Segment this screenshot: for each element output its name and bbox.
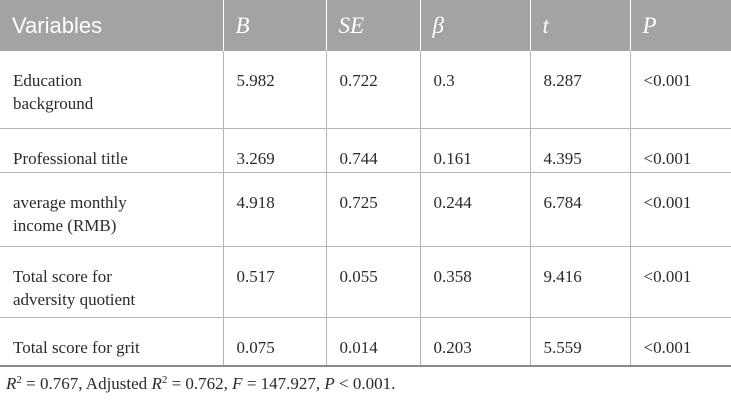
beta-cell: 0.161 bbox=[419, 128, 530, 173]
p-cell: <0.001 bbox=[629, 317, 731, 367]
beta-cell: 0.358 bbox=[419, 246, 530, 318]
p-cell: <0.001 bbox=[629, 128, 731, 173]
variable-line-1: average monthly bbox=[13, 192, 127, 212]
table-row: Total score for grit 0.075 0.014 0.203 5… bbox=[0, 317, 731, 367]
variable-line-1: Total score for bbox=[13, 266, 112, 286]
beta-cell: 0.244 bbox=[419, 172, 530, 247]
header-se: SE bbox=[325, 0, 420, 51]
beta-cell: 0.3 bbox=[419, 51, 530, 129]
p-symbol: P bbox=[324, 374, 335, 393]
header-row: Variables B SE β t P bbox=[0, 0, 731, 51]
t-cell: 6.784 bbox=[529, 172, 630, 247]
header-b: B bbox=[222, 0, 326, 51]
t-cell: 5.559 bbox=[529, 317, 630, 367]
t-cell: 4.395 bbox=[529, 128, 630, 173]
table-footnote: R2 = 0.767, Adjusted R2 = 0.762, F = 147… bbox=[6, 374, 395, 394]
regression-table: Variables B SE β t P Education backgroun… bbox=[0, 0, 731, 367]
variable-line-2: income (RMB) bbox=[13, 215, 117, 235]
t-cell: 9.416 bbox=[529, 246, 630, 318]
se-cell: 0.744 bbox=[325, 128, 420, 173]
r2-value: = 0.767, Adjusted bbox=[21, 374, 152, 393]
p-value: < 0.001. bbox=[334, 374, 396, 393]
variable-cell: Professional title bbox=[0, 128, 223, 173]
p-cell: <0.001 bbox=[629, 172, 731, 247]
regression-table-container: Variables B SE β t P Education backgroun… bbox=[0, 0, 731, 367]
b-cell: 0.075 bbox=[222, 317, 326, 367]
se-cell: 0.722 bbox=[325, 51, 420, 129]
se-cell: 0.014 bbox=[325, 317, 420, 367]
header-variables: Variables bbox=[0, 0, 223, 51]
variable-line-2: adversity quotient bbox=[13, 289, 136, 309]
variable-line-1: Professional title bbox=[13, 148, 128, 168]
header-t: t bbox=[529, 0, 630, 51]
header-beta: β bbox=[419, 0, 530, 51]
b-cell: 0.517 bbox=[222, 246, 326, 318]
table-row: Education background 5.982 0.722 0.3 8.2… bbox=[0, 51, 731, 129]
variable-line-2: background bbox=[13, 94, 94, 113]
variable-line-1: Education bbox=[13, 71, 82, 90]
f-symbol: F bbox=[232, 374, 243, 393]
se-cell: 0.055 bbox=[325, 246, 420, 318]
variable-cell: Total score for grit bbox=[0, 317, 223, 367]
t-cell: 8.287 bbox=[529, 51, 630, 129]
table-row: Total score for adversity quotient 0.517… bbox=[0, 246, 731, 318]
header-p: P bbox=[629, 0, 731, 51]
table-row: Professional title 3.269 0.744 0.161 4.3… bbox=[0, 128, 731, 173]
p-cell: <0.001 bbox=[629, 51, 731, 129]
beta-cell: 0.203 bbox=[419, 317, 530, 367]
se-cell: 0.725 bbox=[325, 172, 420, 247]
b-cell: 4.918 bbox=[222, 172, 326, 247]
b-cell: 3.269 bbox=[222, 128, 326, 173]
variable-cell: average monthly income (RMB) bbox=[0, 172, 223, 247]
table-row: average monthly income (RMB) 4.918 0.725… bbox=[0, 172, 731, 247]
p-cell: <0.001 bbox=[629, 246, 731, 318]
adjusted-r2-symbol: R bbox=[151, 374, 162, 393]
adjusted-r2-exponent: 2 bbox=[161, 374, 168, 386]
r2-exponent: 2 bbox=[16, 374, 22, 386]
adjusted-r2-value: = 0.762, bbox=[167, 374, 233, 393]
f-value: = 147.927, bbox=[242, 374, 325, 393]
b-cell: 5.982 bbox=[222, 51, 326, 129]
variable-cell: Total score for adversity quotient bbox=[0, 246, 223, 318]
variable-line-1: Total score for grit bbox=[13, 337, 140, 357]
variable-cell: Education background bbox=[0, 51, 223, 129]
r2-symbol: R bbox=[6, 374, 17, 393]
